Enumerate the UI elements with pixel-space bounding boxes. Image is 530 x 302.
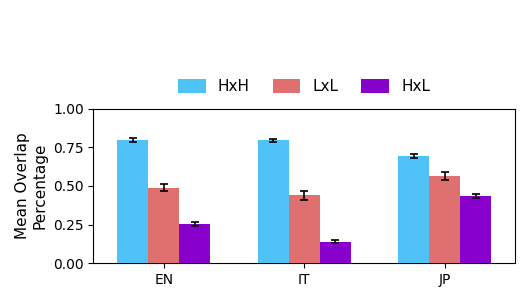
Bar (179, 224, 210, 263)
Bar (148, 188, 179, 263)
Bar (289, 195, 320, 263)
Y-axis label: Mean Overlap
Percentage: Mean Overlap Percentage (15, 133, 47, 239)
Bar (399, 156, 429, 263)
Bar (429, 176, 460, 263)
Bar (117, 140, 148, 263)
Bar (320, 242, 350, 263)
Bar (258, 140, 289, 263)
Bar (460, 196, 491, 263)
Legend: HxH, LxL, HxL: HxH, LxL, HxL (172, 73, 436, 100)
